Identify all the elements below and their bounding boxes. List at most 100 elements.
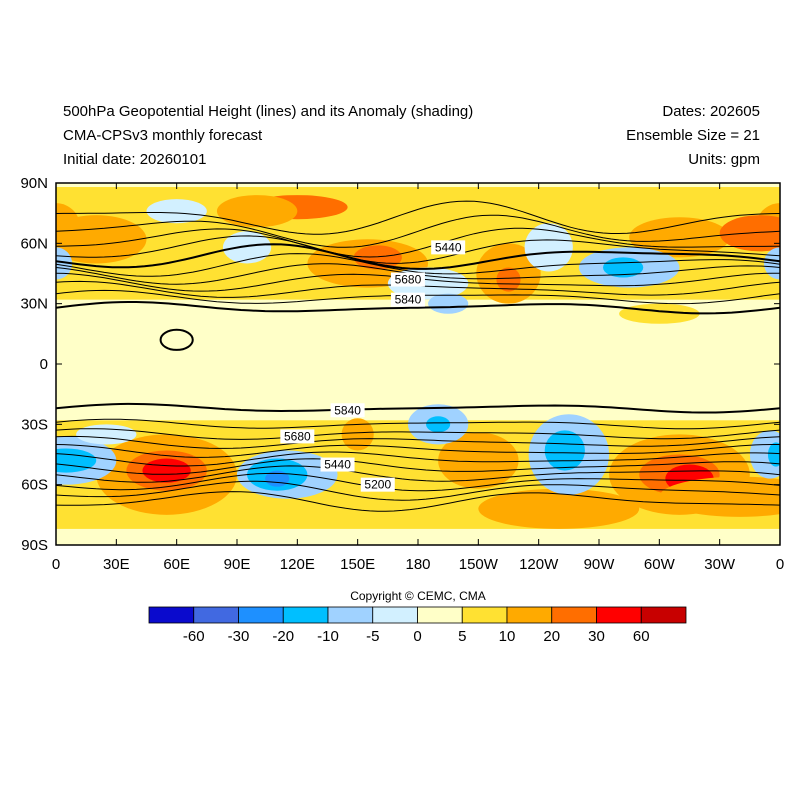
x-tick-label: 150E [340,556,375,573]
colorbar-box [417,606,463,624]
anomaly-shade [659,476,780,517]
x-tick-label: 30W [704,556,736,573]
contour-line [56,480,780,501]
y-tick-label: 30S [21,416,48,433]
contour-line [56,227,780,258]
title-left: Initial date: 20260101 [63,151,206,168]
y-tick-label: 90S [21,537,48,554]
colorbar-label: 0 [413,628,421,645]
anomaly-shade [524,223,573,272]
contour-line [159,328,194,351]
contour-label-bg [330,403,365,418]
contour-line [56,301,780,315]
contour-line [56,458,780,475]
colorbar-box [461,606,508,624]
contour-line [56,428,780,440]
title-left: CMA-CPSv3 monthly forecast [63,127,263,144]
colorbar-label: -30 [228,628,250,645]
map-area: 5440 5680 5840 5840 5680 5440 5200 [56,183,780,545]
x-tick-label: 120E [280,556,315,573]
x-tick-label: 30E [103,556,130,573]
anomaly-shade [56,247,73,280]
contour-line [56,402,780,414]
colorbar-label: -20 [272,628,294,645]
contour-line [56,200,780,235]
contour-line [56,465,780,483]
contour-line [56,444,780,458]
x-tick-label: 60E [163,556,190,573]
contour-label: 5200 [364,478,391,492]
contour-line [56,491,780,512]
x-tick-label: 0 [776,556,784,573]
anomaly-shade [496,267,521,292]
copyright: Copyright © CEMC, CMA [350,589,486,603]
y-tick-label: 90N [20,175,48,192]
colorbar-label: 20 [543,628,560,645]
colorbar-box [506,606,553,624]
colorbar-box [193,606,239,624]
colorbar-box [148,606,195,624]
anomaly-shade [76,424,137,445]
anomaly-shade [767,442,780,467]
x-tick-label: 0 [52,556,60,573]
colorbar-label: 5 [458,628,466,645]
contour-line [56,472,780,492]
title-right: Ensemble Size = 21 [626,127,760,144]
contour-line [56,253,780,277]
contour-line [56,435,780,449]
colorbar-box [596,606,642,624]
contour-label: 5840 [334,403,361,417]
contour-label-bg [431,240,466,255]
x-tick-label: 180 [405,556,430,573]
anomaly-shade [544,430,585,471]
colorbar-label: -5 [366,628,379,645]
contour-label: 5440 [324,458,351,472]
contour-label: 5440 [435,240,462,254]
anomaly-shade [146,199,207,224]
x-tick-label: 90E [224,556,251,573]
colorbar-label: 60 [633,628,650,645]
anomaly-shade [341,418,374,451]
colorbar-label: -60 [183,628,205,645]
contour-line [56,451,780,467]
anomaly-shade [222,231,272,264]
y-tick-label: 0 [40,356,48,373]
contour-label: 5680 [284,429,311,443]
anomaly-shade [56,448,97,473]
contour-label-bg [360,477,395,492]
x-tick-label: 150W [459,556,499,573]
anomaly-shade [56,203,81,252]
anomaly-shade [216,195,298,228]
anomaly-shade [426,416,451,433]
colorbar-box [282,606,329,624]
title-right: Dates: 202605 [662,103,760,120]
contour-line [56,243,780,270]
title-left: 500hPa Geopotential Height (lines) and i… [63,103,473,120]
anomaly-shade [428,293,469,314]
x-tick-label: 120W [519,556,559,573]
contour-line [56,235,780,264]
anomaly-shade [478,488,640,529]
y-tick-label: 30N [20,296,48,313]
contour-label-bg [390,292,425,307]
contour-line [56,214,780,248]
x-tick-label: 60W [644,556,676,573]
colorbar-label: 30 [588,628,605,645]
colorbar-box [327,606,374,624]
contour-label: 5680 [395,273,422,287]
anomaly-shade [438,432,519,489]
contour-label: 5840 [395,293,422,307]
title-right: Units: gpm [688,151,760,168]
colorbar-box [551,606,597,624]
contour-label-bg [280,429,315,444]
x-tick-label: 90W [584,556,616,573]
colorbar-box [640,606,687,624]
y-tick-label: 60N [20,235,48,252]
colorbar-label: -10 [317,628,339,645]
contour-line [56,418,780,430]
anomaly-shade [749,430,780,479]
colorbar-label: 10 [499,628,516,645]
colorbar-box [238,606,284,624]
y-tick-label: 60S [21,477,48,494]
